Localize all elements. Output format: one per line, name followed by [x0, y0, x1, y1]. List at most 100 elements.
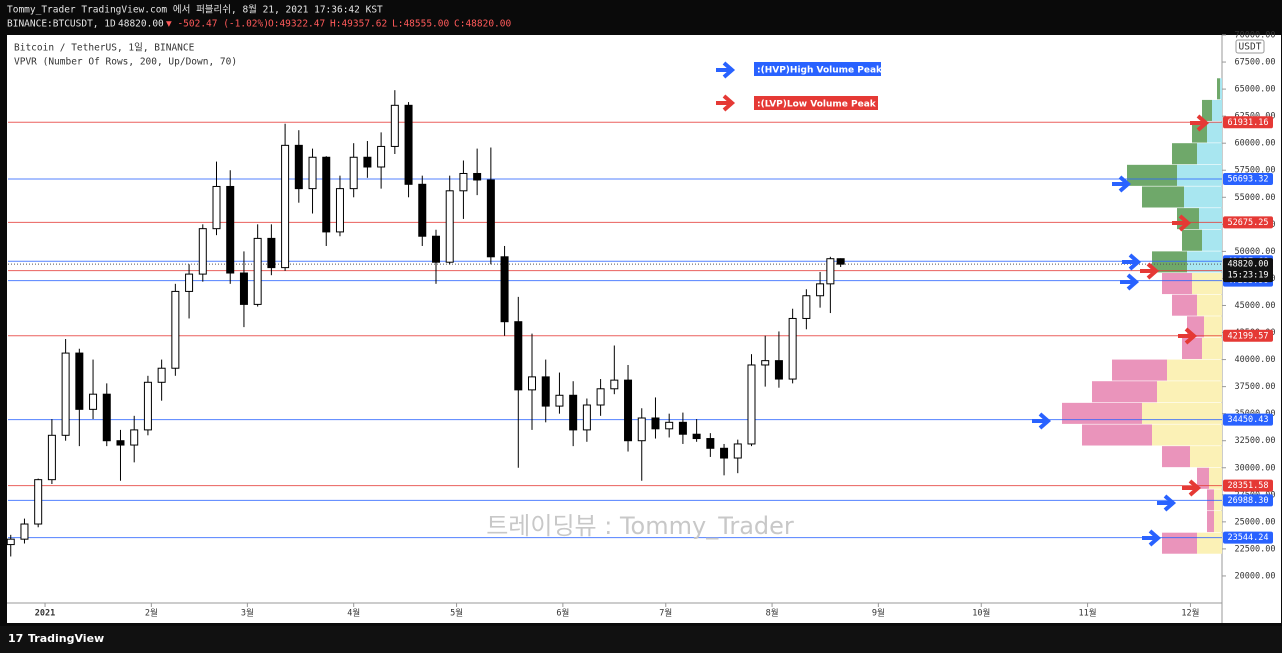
candle-body	[816, 283, 825, 297]
annotation-text: :(LVP)Low Volume Peak	[757, 100, 877, 110]
level-label: 23544.24	[1228, 533, 1269, 543]
volume-up	[1162, 446, 1190, 468]
candle-body	[637, 417, 646, 442]
ohlc-high: H:49357.62	[330, 19, 387, 30]
x-tick-label: 12월	[1181, 608, 1199, 619]
level-label: 34450.43	[1228, 415, 1269, 425]
candle-body	[102, 393, 111, 442]
volume-down	[1214, 511, 1222, 533]
candle-body	[89, 393, 98, 410]
candle-body	[6, 538, 15, 546]
price-tag	[1223, 258, 1273, 283]
level-tag	[1223, 413, 1273, 426]
candle-body	[349, 156, 358, 190]
level-label: 28351.58	[1228, 481, 1269, 491]
annotation-box	[754, 62, 881, 76]
level-label: 42199.57	[1228, 331, 1269, 341]
candle-body	[418, 183, 427, 237]
symbol: BINANCE:BTCUSDT, 1D	[7, 19, 116, 30]
y-tick-label: 25000.00	[1235, 517, 1276, 527]
candle-body	[826, 258, 835, 285]
volume-down	[1192, 273, 1222, 295]
indicator: VPVR (Number Of Rows, 200, Up/Down, 70)	[14, 57, 237, 68]
candle-body	[322, 156, 331, 233]
y-tick-label: 65000.00	[1235, 85, 1276, 95]
level-tag	[1223, 172, 1273, 185]
candle-body	[198, 228, 207, 275]
x-tick-label: 4월	[347, 608, 360, 619]
arrow	[1190, 114, 1210, 132]
x-tick-label: 7월	[659, 608, 672, 619]
candle-body	[596, 388, 605, 406]
volume-down	[1220, 78, 1222, 100]
annotation-text: :(HVP)High Volume Peak	[757, 66, 883, 76]
volume-down	[1212, 99, 1222, 121]
candle-body	[267, 237, 276, 269]
candle-body	[116, 440, 125, 446]
change: ▼ -502.47 (-1.02%)	[166, 19, 269, 30]
volume-up	[1197, 467, 1209, 489]
level-tag	[1223, 531, 1273, 544]
y-tick-label: 40000.00	[1235, 355, 1276, 365]
header-line: Tommy_Trader TradingView.com 에서 퍼블리쉬, 8월…	[7, 4, 383, 16]
arrow	[716, 94, 736, 112]
y-tick-label: 45000.00	[1235, 301, 1276, 311]
volume-down	[1202, 337, 1222, 359]
candle-body	[75, 352, 84, 410]
volume-up	[1142, 186, 1184, 208]
volume-up	[1172, 294, 1197, 316]
last-price: 48820.00	[118, 19, 164, 30]
candle-body	[253, 237, 262, 305]
candle-body	[61, 352, 70, 436]
candle-body	[747, 364, 756, 445]
candle-body	[445, 190, 454, 263]
volume-up	[1162, 273, 1192, 295]
ohlc-close: C:48820.00	[454, 19, 511, 30]
arrow	[1120, 273, 1140, 291]
candle-body	[500, 256, 509, 323]
candle-body	[651, 417, 660, 430]
volume-down	[1157, 381, 1222, 403]
candle-body	[294, 144, 303, 190]
volume-down	[1204, 316, 1222, 338]
candle-body	[582, 404, 591, 431]
arrow	[1142, 529, 1162, 547]
candle-body	[720, 447, 729, 459]
candle-body	[692, 433, 701, 440]
candle-body	[377, 145, 386, 168]
y-tick-label: 37500.00	[1235, 382, 1276, 392]
candle-body	[226, 185, 235, 274]
level-tag	[1223, 116, 1273, 129]
volume-down	[1197, 143, 1222, 165]
y-tick-label: 50000.00	[1235, 247, 1276, 257]
candle-body	[569, 394, 578, 431]
candle-body	[47, 434, 56, 481]
price-label: 48820.00	[1228, 260, 1269, 270]
logo-mark: 17	[8, 632, 23, 645]
candle-body	[706, 438, 715, 449]
candle-body	[157, 367, 166, 383]
volume-down	[1184, 186, 1222, 208]
volume-down	[1152, 424, 1222, 446]
volume-down	[1199, 208, 1222, 230]
candle-body	[610, 379, 619, 390]
candle-body	[802, 295, 811, 319]
arrow	[1122, 253, 1142, 271]
candle-body	[678, 421, 687, 435]
watermark: 트레이딩뷰 : Tommy_Trader	[486, 512, 794, 540]
level-label: 26988.30	[1228, 496, 1269, 506]
candle-body	[788, 317, 797, 380]
volume-up	[1202, 99, 1212, 121]
annotation-box	[754, 96, 878, 110]
candle-body	[308, 156, 317, 190]
level-label: 52675.25	[1228, 218, 1269, 228]
chart-title: Bitcoin / TetherUS, 1일, BINANCE	[14, 43, 195, 54]
currency: USDT	[1239, 42, 1262, 53]
candle-body	[363, 156, 372, 168]
volume-down	[1142, 402, 1222, 424]
y-tick-label: 55000.00	[1235, 193, 1276, 203]
y-tick-label: 57500.00	[1235, 166, 1276, 176]
level-label: 61931.16	[1228, 118, 1269, 128]
x-tick-label: 5월	[450, 608, 463, 619]
